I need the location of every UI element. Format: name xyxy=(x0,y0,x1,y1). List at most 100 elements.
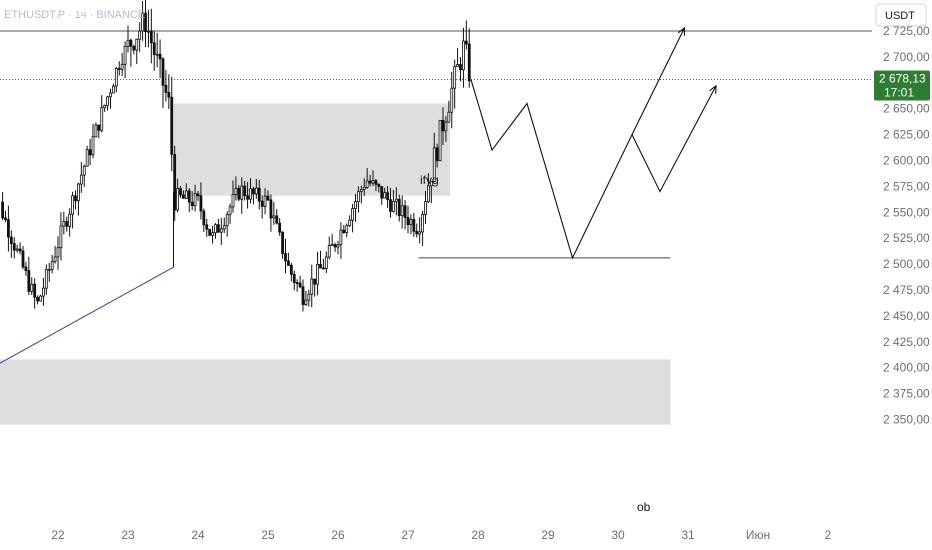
candle-body xyxy=(421,214,424,233)
candle-body xyxy=(397,198,401,217)
candle-body xyxy=(217,224,220,233)
candle-body xyxy=(287,260,290,266)
candle-body xyxy=(324,256,328,269)
projection-path-arrowhead xyxy=(709,84,717,94)
x-tick-label: 24 xyxy=(191,528,205,542)
candle-body xyxy=(18,248,22,252)
x-tick-label: 2 xyxy=(825,528,832,542)
candle-body xyxy=(307,293,311,301)
candle-body xyxy=(149,30,153,44)
candle-body xyxy=(400,205,404,217)
candle-body xyxy=(464,40,468,45)
candle-body xyxy=(56,247,60,258)
candle-body xyxy=(254,187,258,195)
candle-body xyxy=(467,43,471,82)
candle-body xyxy=(44,269,48,289)
candle-body xyxy=(359,189,363,193)
candle-body xyxy=(374,180,378,185)
candle-body xyxy=(109,92,112,98)
candle-body xyxy=(138,30,142,40)
candle-body xyxy=(365,180,369,188)
y-tick-label: 2 475,00 xyxy=(883,283,930,297)
x-tick-label: 28 xyxy=(471,528,485,542)
candle-body xyxy=(292,273,296,283)
candle-body xyxy=(36,296,39,302)
y-tick-label: 2 375,00 xyxy=(883,387,930,401)
candle-body xyxy=(260,200,264,207)
candle-body xyxy=(88,149,92,156)
candle-body xyxy=(12,243,16,251)
candle-body xyxy=(269,199,273,219)
candle-body xyxy=(453,66,457,89)
candle-body xyxy=(278,222,282,233)
last-price-value: 2 678,13 xyxy=(879,72,926,86)
candle-body xyxy=(427,185,430,203)
candle-body xyxy=(392,200,395,212)
y-tick-label: 2 425,00 xyxy=(883,335,930,349)
candle-body xyxy=(444,121,448,132)
candle-body xyxy=(316,263,319,285)
candle-body xyxy=(342,229,346,234)
candle-body xyxy=(129,39,133,47)
candle-body xyxy=(211,232,214,236)
candle-body xyxy=(357,191,360,203)
trendline xyxy=(0,266,174,364)
candle-body xyxy=(193,193,197,207)
candle-body xyxy=(24,266,28,272)
candle-body xyxy=(1,201,4,219)
y-tick-label: 2 650,00 xyxy=(883,102,930,116)
candle-body xyxy=(406,217,410,226)
candle-body xyxy=(176,188,179,211)
candle-body xyxy=(77,183,80,202)
candle-body xyxy=(155,53,159,56)
zones-layer xyxy=(0,103,671,425)
candle-body xyxy=(252,188,255,195)
time-axis[interactable]: 22 23 24 25 26 27 28 29 30 31 Июн 2 xyxy=(51,528,831,542)
candle-body xyxy=(4,217,7,221)
candle-body xyxy=(330,244,334,246)
candle-body xyxy=(424,201,427,215)
candle-body xyxy=(339,229,343,246)
candle-body xyxy=(53,256,57,262)
projection-path xyxy=(470,79,717,260)
candle-body xyxy=(403,205,407,218)
candle-body xyxy=(234,187,238,195)
candle-body xyxy=(447,111,451,123)
y-tick-label: 2 450,00 xyxy=(883,309,930,323)
zone-ob xyxy=(0,359,671,425)
candle-body xyxy=(249,188,252,200)
candle-body xyxy=(351,208,354,221)
x-tick-label: 30 xyxy=(611,528,625,542)
candle-body xyxy=(289,264,293,275)
candle-body xyxy=(336,244,340,248)
candle-body xyxy=(123,46,127,65)
y-tick-label: 2 625,00 xyxy=(883,128,930,142)
last-price-badge xyxy=(874,70,930,101)
candle-body xyxy=(182,194,185,199)
candle-body xyxy=(310,278,314,295)
candle-body xyxy=(190,201,194,207)
candle-body xyxy=(199,195,203,212)
candle-body xyxy=(219,228,223,233)
candle-body xyxy=(441,119,445,132)
candle-body xyxy=(202,210,206,226)
candle-body xyxy=(368,180,372,184)
candle-body xyxy=(7,219,10,238)
candle-body xyxy=(371,180,375,184)
y-tick-label: 2 550,00 xyxy=(883,205,930,219)
y-tick-label: 2 600,00 xyxy=(883,154,930,168)
candle-body xyxy=(106,96,109,106)
candle-body xyxy=(82,165,86,176)
candle-body xyxy=(33,283,37,298)
candle-body xyxy=(30,283,34,292)
candle-body xyxy=(429,181,433,187)
candle-body xyxy=(377,183,381,187)
candle-body xyxy=(214,224,217,234)
candle-body xyxy=(409,219,413,226)
candle-body xyxy=(348,219,352,227)
x-tick-label: Июн xyxy=(746,528,770,542)
candle-body xyxy=(281,231,284,254)
candle-body xyxy=(263,195,267,207)
overlay-layer: ETHUSDT.P · 1ч · BINANCE USDT 2 678,1317:0… xyxy=(4,3,930,101)
